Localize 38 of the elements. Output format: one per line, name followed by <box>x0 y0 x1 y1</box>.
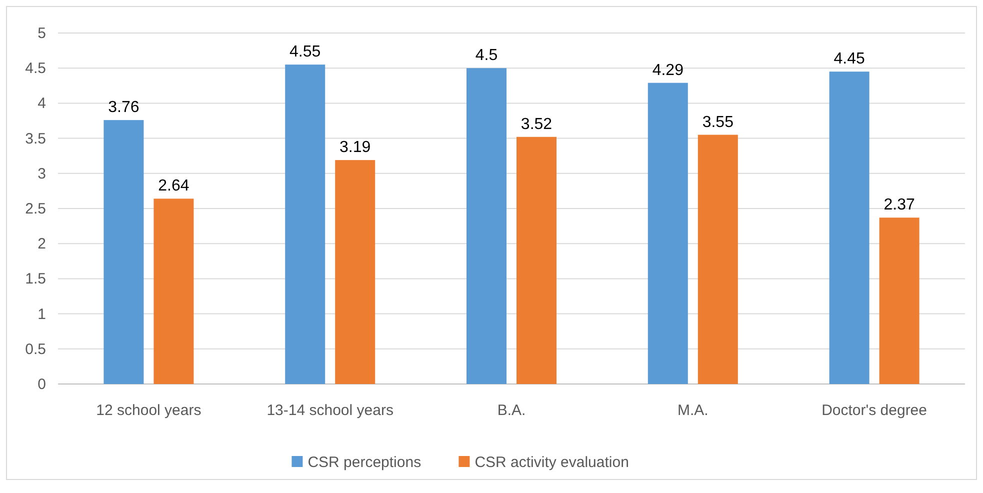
data-label: 2.37 <box>884 196 915 214</box>
bar <box>698 134 738 384</box>
y-tick-label: 3 <box>38 165 46 182</box>
y-tick-label: 4.5 <box>25 60 46 78</box>
data-label: 3.55 <box>702 114 734 131</box>
bar <box>648 82 688 384</box>
y-tick-label: 1 <box>38 306 46 323</box>
y-tick-label: 5 <box>38 25 46 42</box>
data-label: 4.5 <box>475 47 498 64</box>
y-tick-label: 0.5 <box>25 340 46 358</box>
data-label: 3.52 <box>520 116 552 133</box>
y-tick-label: 4 <box>38 95 46 112</box>
bar <box>154 198 194 384</box>
y-tick-label: 3.5 <box>25 130 46 148</box>
bar <box>285 64 326 384</box>
y-tick-label: 2 <box>38 236 46 253</box>
data-label: 3.76 <box>108 99 140 116</box>
data-label: 2.64 <box>158 178 190 195</box>
bar <box>829 72 870 384</box>
x-tick-label: M.A. <box>677 402 708 419</box>
data-label: 3.19 <box>340 139 371 156</box>
y-tick-label: 0 <box>38 376 46 393</box>
data-label: 4.29 <box>652 62 684 79</box>
bar <box>516 136 556 384</box>
bar <box>335 160 376 384</box>
y-tick-label: 1.5 <box>25 270 46 288</box>
legend-label: CSR activity evaluation <box>474 454 629 471</box>
y-tick-label: 2.5 <box>25 200 46 218</box>
bar <box>879 218 920 384</box>
bar <box>104 120 144 384</box>
x-tick-label: 13-14 school years <box>266 402 394 419</box>
data-label: 4.45 <box>834 50 865 68</box>
x-tick-label: 12 school years <box>96 402 202 419</box>
x-tick-label: B.A. <box>497 402 526 419</box>
bar <box>466 68 506 384</box>
legend-label: CSR perceptions <box>308 454 422 471</box>
x-tick-label: Doctor's degree <box>822 402 928 419</box>
data-label: 4.55 <box>290 44 321 61</box>
